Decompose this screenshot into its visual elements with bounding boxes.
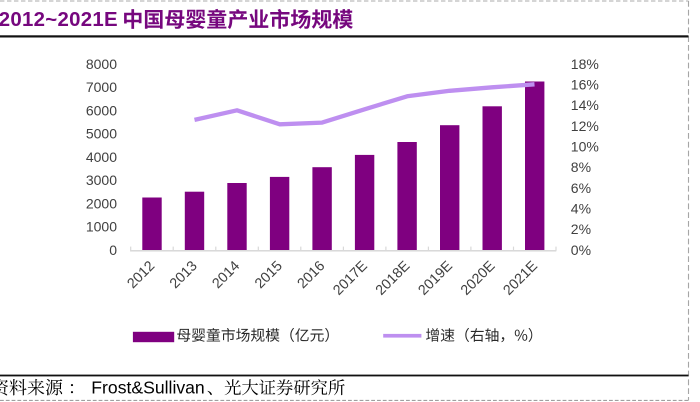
svg-text:7000: 7000 [86,79,117,95]
svg-text:6000: 6000 [86,102,117,118]
svg-text:2%: 2% [571,221,591,237]
svg-text:5000: 5000 [86,126,117,142]
svg-text:6%: 6% [571,180,591,196]
svg-text:2000: 2000 [86,195,117,211]
svg-text:16%: 16% [571,77,599,93]
svg-text:4%: 4% [571,201,591,217]
svg-text:12%: 12% [571,118,599,134]
svg-text:14%: 14% [571,97,599,113]
svg-text:3000: 3000 [86,172,117,188]
svg-text:8000: 8000 [86,56,117,72]
svg-text:Frost&Sullivan: Frost&Sullivan [91,378,204,398]
svg-text:0%: 0% [571,242,591,258]
svg-text:10%: 10% [571,139,599,155]
svg-text:2012~2021E: 2012~2021E [0,9,118,31]
svg-text:8%: 8% [571,159,591,175]
svg-text:4000: 4000 [86,149,117,165]
svg-text:0: 0 [109,242,117,258]
svg-text:18%: 18% [571,56,599,72]
svg-text:1000: 1000 [86,219,117,235]
